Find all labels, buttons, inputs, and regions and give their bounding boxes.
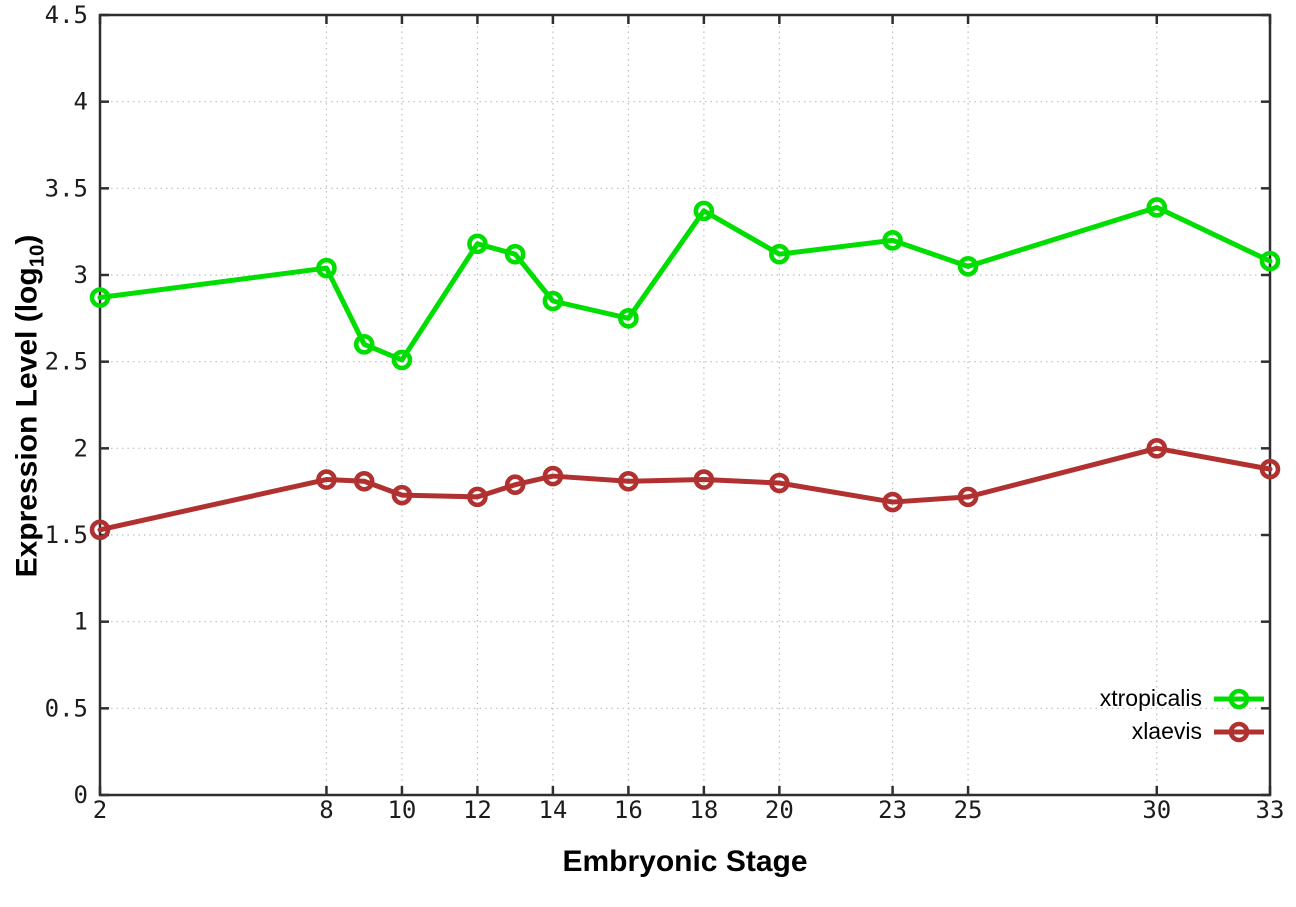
- data-point-xlaevis-25: [957, 486, 979, 508]
- data-point-xtropicalis-16: [618, 308, 639, 329]
- data-point-xlaevis-8: [316, 469, 337, 490]
- data-point-xlaevis-23: [882, 491, 903, 513]
- data-point-xtropicalis-33: [1259, 250, 1281, 272]
- data-point-xlaevis-13: [504, 474, 526, 496]
- data-point-xlaevis-20: [769, 472, 790, 494]
- data-point-xtropicalis-23: [882, 230, 903, 251]
- y-tick-label: 2: [74, 434, 88, 462]
- x-tick-label: 20: [765, 796, 794, 824]
- x-tick-label: 8: [319, 796, 333, 824]
- x-tick-label: 33: [1256, 796, 1285, 824]
- y-axis-label-text: Expression Level (log: [10, 267, 44, 578]
- y-tick-label: 2.5: [45, 348, 88, 376]
- y-tick-label: 0: [74, 781, 88, 809]
- y-tick-label: 4.5: [45, 1, 88, 29]
- data-point-xtropicalis-18: [693, 200, 715, 222]
- y-axis-label-suffix: ): [10, 234, 44, 245]
- data-point-xlaevis-12: [467, 486, 488, 508]
- legend-sample-marker: [1228, 721, 1250, 742]
- data-point-xtropicalis-10: [391, 349, 413, 371]
- legend-marker-xtropicalis: [1214, 688, 1264, 709]
- data-point-xtropicalis-9: [353, 334, 375, 355]
- legend-marker-xlaevis: [1214, 721, 1264, 742]
- data-point-xlaevis-33: [1259, 458, 1281, 480]
- data-point-xlaevis-9: [353, 470, 375, 492]
- data-point-xlaevis-10: [391, 484, 413, 506]
- x-axis-label: Embryonic Stage: [562, 845, 808, 878]
- legend-label: xlaevis: [1131, 718, 1202, 744]
- plot-border: [98, 13, 1272, 797]
- y-tick-label: 3: [74, 261, 88, 289]
- data-point-xtropicalis-12: [467, 233, 488, 255]
- x-tick-label: 18: [689, 796, 718, 824]
- series-line-xlaevis: [97, 445, 1273, 533]
- data-point-xlaevis-18: [693, 469, 715, 490]
- legend: xtropicalis xlaevis: [1100, 682, 1266, 748]
- x-tick-label: 10: [387, 796, 416, 824]
- legend-label: xtropicalis: [1099, 685, 1202, 711]
- series-line-xtropicalis: [97, 204, 1273, 363]
- legend-sample-marker: [1228, 688, 1250, 709]
- x-tick-label: 2: [93, 796, 107, 824]
- y-axis-label-subscript: 10: [26, 244, 49, 268]
- data-point-xtropicalis-25: [957, 256, 979, 277]
- x-tick-label: 23: [878, 796, 907, 824]
- data-point-xlaevis-14: [542, 465, 564, 487]
- data-point-xlaevis-30: [1146, 438, 1168, 459]
- data-point-xtropicalis-8: [316, 257, 337, 279]
- data-point-xlaevis-16: [618, 470, 639, 492]
- data-point-xtropicalis-30: [1146, 197, 1168, 218]
- x-tick-label: 16: [614, 796, 643, 824]
- data-point-xtropicalis-13: [504, 243, 526, 265]
- legend-item-xlaevis: xlaevis: [1132, 715, 1266, 748]
- data-point-xtropicalis-20: [769, 243, 790, 265]
- y-tick-label: 0.5: [45, 694, 88, 722]
- data-point-xlaevis-2: [89, 519, 111, 541]
- legend-item-xtropicalis: xtropicalis: [1100, 682, 1266, 715]
- y-tick-label: 4: [74, 88, 88, 116]
- y-tick-label: 1: [74, 608, 88, 636]
- data-point-xtropicalis-14: [542, 290, 564, 312]
- x-tick-label: 12: [463, 796, 492, 824]
- y-tick-label: 3.5: [45, 174, 88, 202]
- x-tick-label: 30: [1142, 796, 1171, 824]
- y-tick-label: 1.5: [45, 521, 88, 549]
- x-tick-label: 25: [954, 796, 983, 824]
- y-axis-label: Expression Level (log10): [11, 235, 50, 578]
- data-point-xtropicalis-2: [89, 287, 111, 308]
- x-tick-label: 14: [538, 796, 567, 824]
